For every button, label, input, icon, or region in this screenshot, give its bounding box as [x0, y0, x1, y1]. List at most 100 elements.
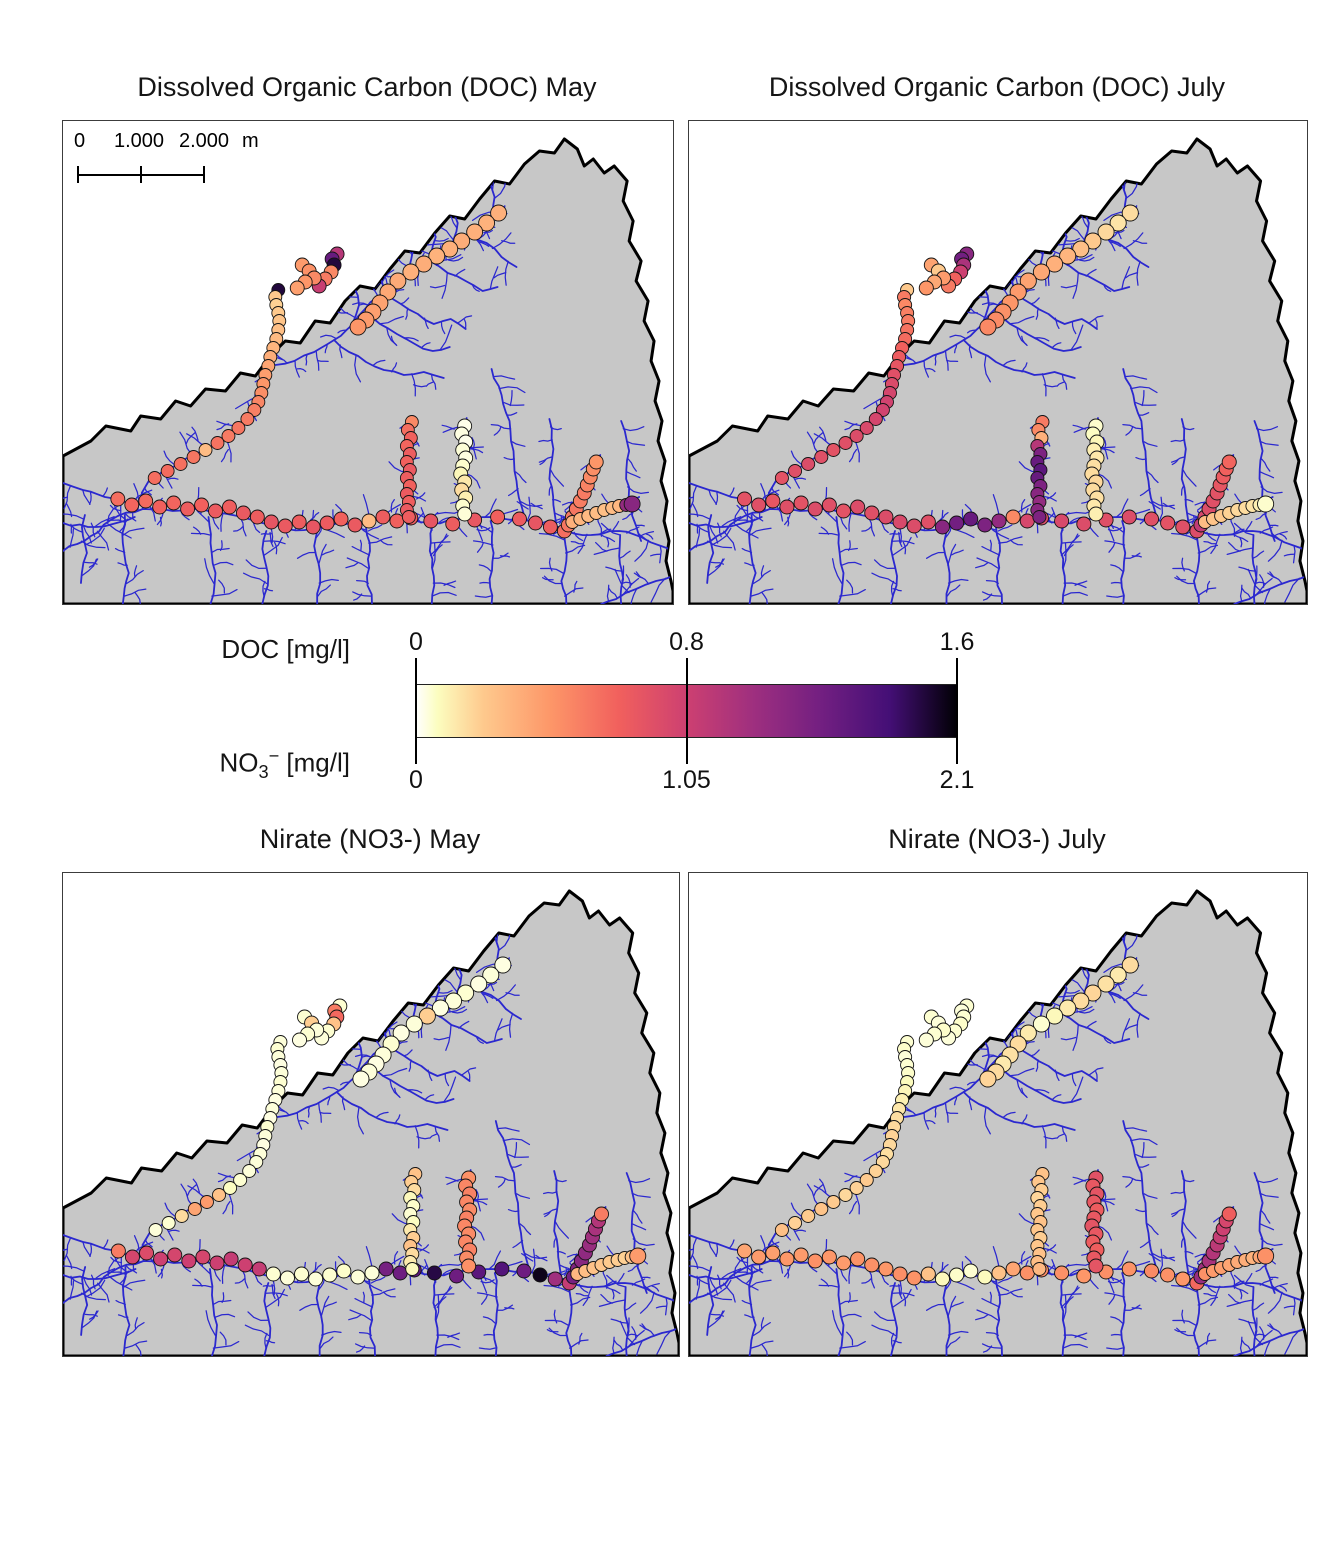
stream-branch: [299, 1045, 305, 1056]
sample-point: [835, 503, 852, 519]
stream-branch: [441, 271, 448, 299]
stream-branch: [1123, 232, 1144, 250]
stream-branch: [723, 530, 736, 551]
stream-branch: [265, 1340, 276, 1344]
scale-bar-label-0: 0: [74, 130, 86, 152]
stream-branch: [1087, 1067, 1104, 1077]
stream-branch: [489, 266, 499, 290]
stream-branch: [310, 511, 320, 521]
stream-branch: [1087, 195, 1097, 204]
stream-branch: [416, 1136, 430, 1140]
stream: [620, 420, 643, 542]
stream-branch: [1233, 1274, 1255, 1288]
stream-branch: [487, 905, 494, 917]
stream-branch: [985, 1331, 999, 1336]
stream-branch: [831, 558, 843, 584]
stream-branch: [1076, 961, 1087, 969]
stream-branch: [317, 584, 331, 597]
stream-branch: [619, 1320, 636, 1346]
stream-branch: [1210, 533, 1221, 555]
stream: [1180, 1170, 1190, 1278]
stream-branch: [1074, 580, 1088, 586]
stream-branch: [167, 1229, 180, 1233]
sample-point: [347, 517, 363, 533]
stream-branch: [611, 520, 620, 533]
stream: [80, 514, 88, 584]
stream-branch: [983, 355, 991, 383]
sample-point: [209, 1255, 225, 1271]
stream: [488, 520, 495, 604]
stream-branch: [1035, 1059, 1039, 1072]
sample-point: [963, 511, 979, 527]
stream-branch: [563, 1267, 568, 1277]
stream: [1059, 1012, 1131, 1044]
stream-branch: [1040, 990, 1056, 997]
sample-point: [153, 1251, 169, 1267]
stream-branch: [1100, 448, 1115, 454]
stream-branch: [794, 477, 807, 481]
sample-points: [737, 204, 1275, 539]
stream-branch: [578, 1332, 583, 1345]
sample-point: [1019, 1024, 1037, 1042]
stream-branch: [320, 1295, 330, 1318]
stream-branch: [502, 1138, 531, 1146]
stream-branch: [460, 1067, 477, 1077]
sample-point: [774, 471, 789, 485]
sample-point: [528, 515, 543, 531]
stream-branch: [624, 1302, 637, 1311]
stream-branch: [1254, 1317, 1258, 1334]
stream-branch: [548, 1327, 568, 1337]
stream-branch: [989, 539, 992, 552]
stream-branch: [1171, 1284, 1198, 1293]
sample-point: [807, 1253, 823, 1269]
stream-branch: [1197, 1296, 1219, 1306]
sample-point: [979, 1070, 997, 1088]
stream-branch: [1108, 1294, 1116, 1305]
stream-branch: [1191, 515, 1195, 525]
stream-branch: [69, 1280, 75, 1300]
stream-branch: [366, 997, 382, 1014]
sample-point: [174, 1209, 189, 1223]
stream-branch: [1002, 359, 1016, 366]
stream-branch: [1268, 1276, 1279, 1279]
sample-point: [1054, 513, 1070, 529]
stream-branch: [448, 961, 460, 969]
sample-point: [466, 223, 484, 241]
stream-branch: [605, 566, 623, 572]
stream-branch: [471, 437, 475, 449]
stream-branch: [124, 513, 137, 522]
stream-branch: [535, 1254, 548, 1262]
stream-branch: [923, 1111, 930, 1130]
stream-branch: [604, 1280, 617, 1287]
sample-point: [361, 513, 377, 529]
stream-branch: [1002, 1111, 1016, 1118]
stream-branch: [454, 940, 467, 956]
stream-branch: [1110, 564, 1124, 572]
stream-branch: [794, 1229, 807, 1233]
stream-branch: [305, 354, 308, 366]
stream-branch: [1283, 1305, 1295, 1309]
map-panel-doc-july: [688, 120, 1308, 605]
stream-branch: [511, 1164, 522, 1168]
stream-branch: [1083, 937, 1086, 949]
stream-branch: [504, 1307, 515, 1310]
stream-branch: [925, 367, 936, 373]
stream-branch: [429, 284, 446, 289]
stream-branch: [403, 1049, 413, 1057]
stream: [492, 1272, 499, 1356]
stream-branch: [479, 581, 491, 584]
stream-branch: [108, 1275, 133, 1291]
sample-point: [1088, 506, 1104, 522]
stream-branch: [543, 1284, 571, 1293]
stream-branch: [1114, 981, 1125, 986]
stream-branch: [450, 188, 463, 204]
stream-branch: [1196, 1339, 1217, 1349]
stream-branch: [341, 1096, 346, 1111]
stream-branch: [1087, 315, 1104, 325]
stream-branch: [519, 500, 543, 508]
stream: [1120, 520, 1127, 604]
stream-branch: [947, 578, 969, 584]
stream-branch: [891, 1288, 912, 1309]
scale-bar-unit: m: [242, 130, 259, 152]
stream: [1059, 1276, 1067, 1356]
